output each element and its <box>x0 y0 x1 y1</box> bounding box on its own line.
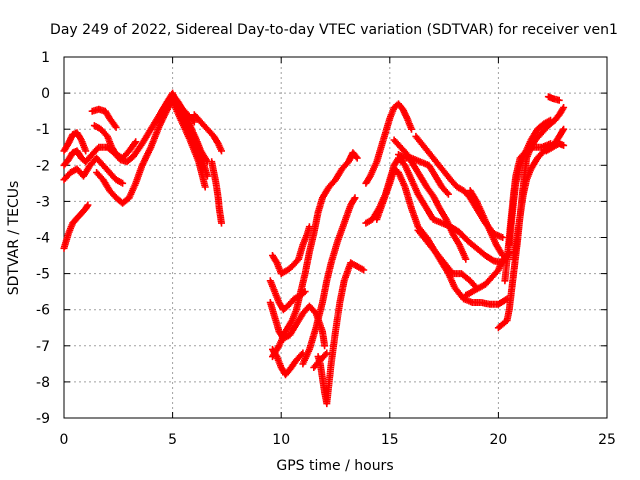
data-point <box>555 96 563 104</box>
data-point <box>82 147 90 155</box>
data-point <box>408 125 415 133</box>
data-point <box>84 201 92 209</box>
data-point <box>321 342 329 350</box>
data-point <box>351 194 359 202</box>
y-tick-label: -4 <box>36 231 50 247</box>
data-point <box>132 138 140 146</box>
x-tick-label: 0 <box>60 432 69 448</box>
data-point <box>560 141 568 149</box>
y-tick-label: -5 <box>36 267 50 283</box>
x-tick-label: 15 <box>381 432 399 448</box>
data-point <box>131 139 139 147</box>
data-point <box>559 105 567 113</box>
data-point <box>547 116 554 124</box>
data-point <box>323 349 331 357</box>
y-tick-label: -7 <box>36 339 50 355</box>
x-axis-title: GPS time / hours <box>276 458 393 474</box>
y-axis-ticks: 1 0 -1 -2 -3 -4 -5 -6 -7 -8 -9 <box>36 50 607 427</box>
y-axis-title: SDTVAR / TECUs <box>6 181 22 296</box>
data-point <box>353 154 361 162</box>
y-tick-label: -9 <box>36 411 50 427</box>
data-point <box>111 122 119 130</box>
y-tick-label: 1 <box>41 50 50 66</box>
y-tick-label: 0 <box>41 86 50 102</box>
data-point <box>190 118 198 126</box>
y-tick-label: -2 <box>36 158 50 174</box>
data-point <box>462 255 470 263</box>
data-point <box>560 125 568 133</box>
data-point <box>560 104 568 111</box>
data-point <box>502 296 510 304</box>
y-tick-label: -1 <box>36 122 50 138</box>
data-point <box>499 234 507 241</box>
x-tick-label: 25 <box>598 432 616 448</box>
data-point <box>360 266 368 274</box>
x-tick-label: 5 <box>168 432 177 448</box>
data-point <box>444 190 452 198</box>
data-point <box>199 165 207 173</box>
data-point <box>119 179 127 187</box>
data-point <box>498 250 506 258</box>
y-tick-label: -3 <box>36 194 50 210</box>
data-point <box>322 351 329 358</box>
data-point <box>112 123 120 131</box>
x-tick-label: 20 <box>489 432 507 448</box>
data-point <box>443 189 451 197</box>
data-point <box>201 183 209 191</box>
data-point <box>218 219 225 227</box>
data-points <box>60 89 568 408</box>
x-axis-ticks: 0 5 10 15 20 25 <box>60 57 616 448</box>
chart-title: Day 249 of 2022, Sidereal Day-to-day VTE… <box>50 22 618 38</box>
data-point <box>218 147 225 155</box>
y-tick-label: -8 <box>36 375 50 391</box>
data-point <box>352 153 360 161</box>
data-point <box>189 117 197 124</box>
data-point <box>489 256 497 264</box>
y-tick-label: -6 <box>36 303 50 319</box>
x-tick-label: 10 <box>272 432 290 448</box>
